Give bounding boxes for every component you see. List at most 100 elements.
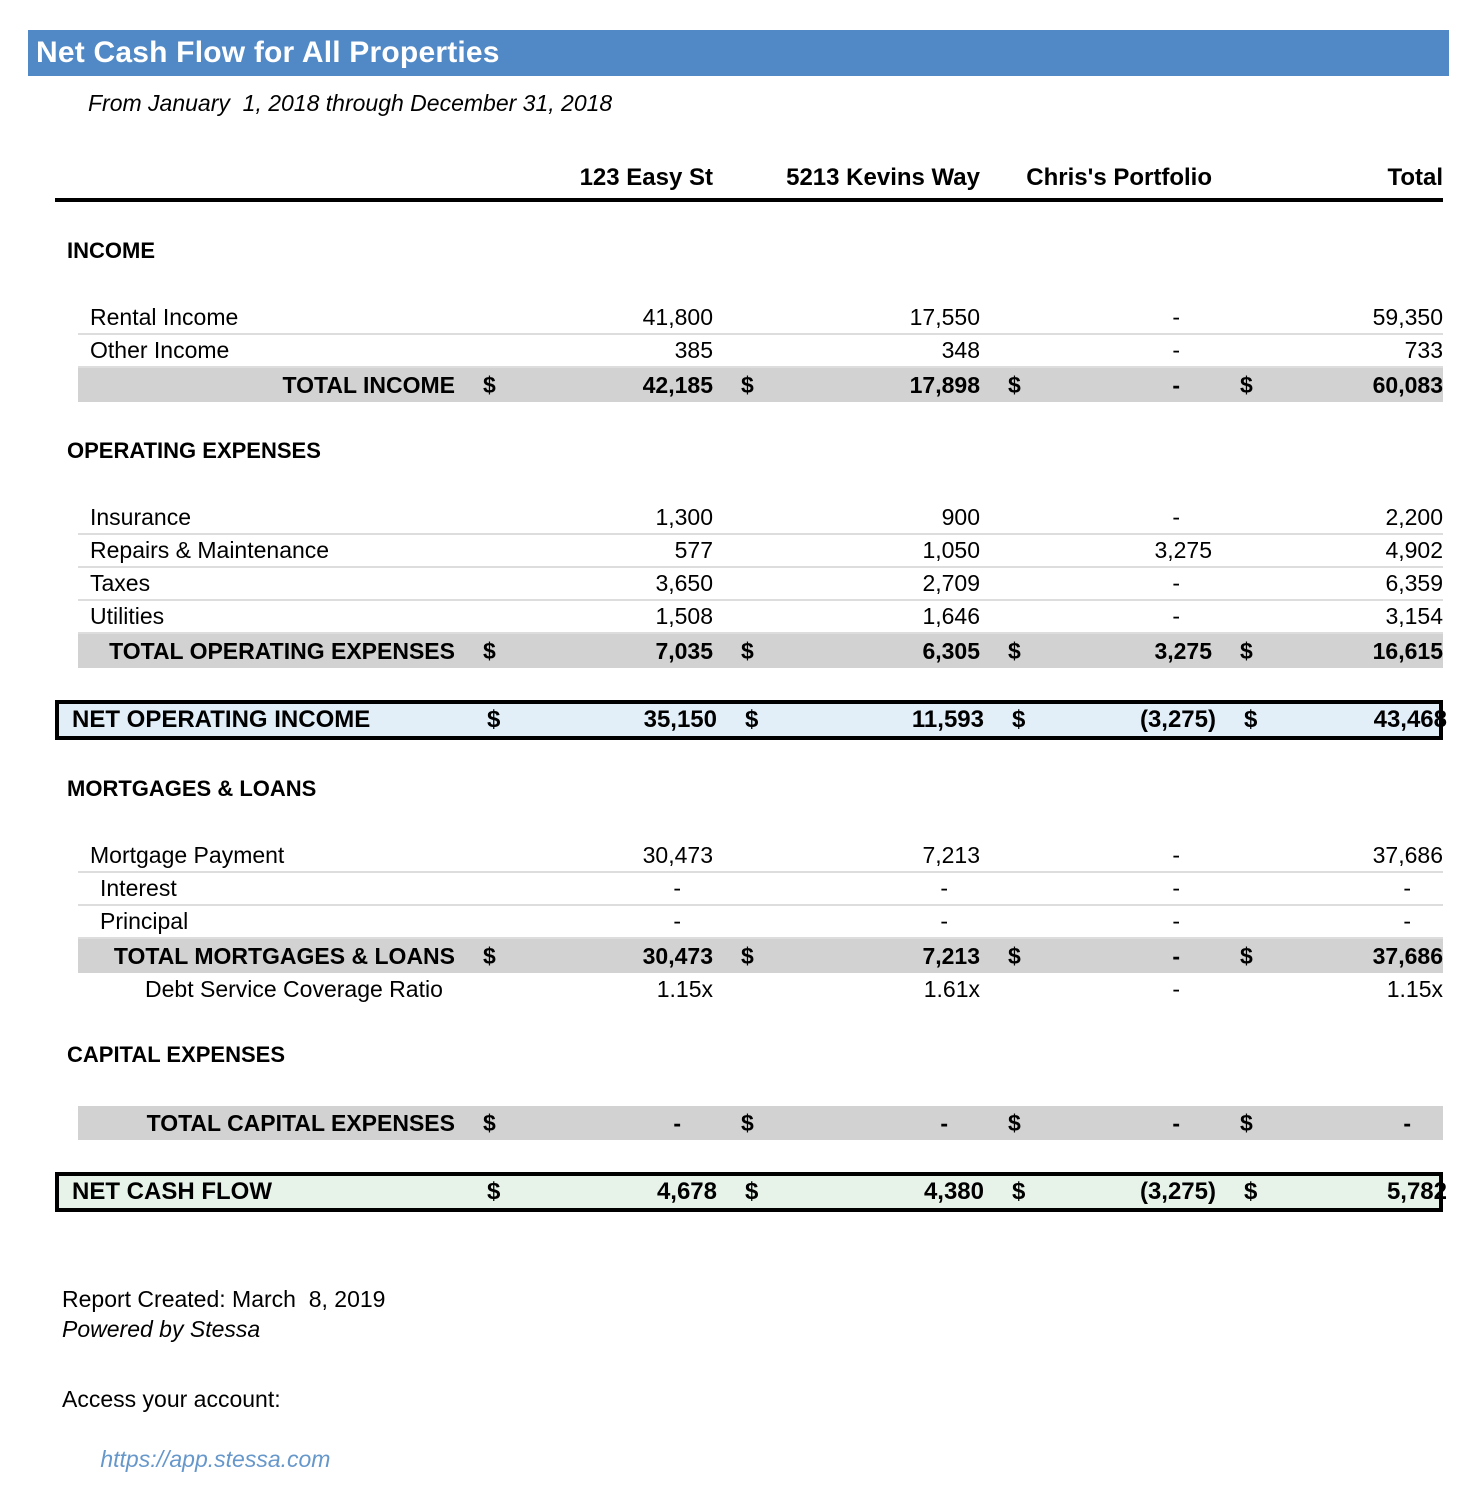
column-header: Chris's Portfolio — [1026, 164, 1212, 191]
table-header-row: 123 Easy St 5213 Kevins Way Chris's Portfo… — [55, 164, 1443, 202]
cell-value: - — [1172, 875, 1180, 901]
cell-value: - — [1172, 976, 1180, 1002]
cell-value: - — [1172, 842, 1180, 868]
currency-symbol: $ — [1240, 942, 1253, 969]
cell-value: 30,473 — [642, 842, 713, 868]
cell-value: - — [1172, 603, 1180, 629]
cell-value: - — [1172, 371, 1180, 398]
net-summary-row: NET OPERATING INCOME $35,150 $11,593 $ (3,27… — [55, 700, 1447, 740]
total-row: TOTAL CAPITAL EXPENSES $ - $ - $ - $ - — [78, 1106, 1443, 1140]
cell-value: - — [1403, 1109, 1411, 1136]
currency-symbol: $ — [1240, 637, 1253, 664]
currency-symbol: $ — [1244, 706, 1258, 733]
row-label: TOTAL INCOME — [282, 371, 456, 398]
row-label: Insurance — [90, 504, 192, 530]
section-heading: INCOME — [67, 238, 155, 263]
currency-symbol: $ — [1008, 371, 1021, 398]
table-row: Repairs & Maintenance 577 1,050 3,275 4,902 — [78, 535, 1443, 568]
table-row: Insurance 1,300 900 - 2,200 — [78, 502, 1443, 535]
powered-by-text: Powered by Stessa — [62, 1316, 261, 1342]
row-label: TOTAL OPERATING EXPENSES — [109, 637, 455, 664]
row-label: Utilities — [90, 603, 165, 629]
row-label: Rental Income — [90, 304, 239, 330]
currency-symbol: $ — [483, 942, 496, 969]
cell-value: 733 — [1404, 337, 1443, 363]
currency-symbol: $ — [1012, 706, 1026, 733]
cell-value: 3,154 — [1385, 603, 1443, 629]
cell-value: 1,050 — [922, 537, 980, 563]
cell-value: 16,615 — [1372, 637, 1443, 664]
cell-value: 35,150 — [643, 706, 717, 733]
cell-value: 6,305 — [922, 637, 980, 664]
cell-value: 59,350 — [1372, 304, 1443, 330]
section-heading: MORTGAGES & LOANS — [67, 776, 317, 801]
cell-value: - — [673, 908, 681, 934]
cell-value: 43,468 — [1373, 706, 1447, 733]
row-label: Taxes — [90, 570, 151, 596]
cell-value: - — [1172, 337, 1180, 363]
currency-symbol: $ — [741, 371, 754, 398]
cell-value: 4,678 — [656, 1178, 717, 1205]
column-header: 123 Easy St — [579, 164, 713, 191]
currency-symbol: $ — [741, 1109, 754, 1136]
cell-value: 385 — [674, 337, 713, 363]
cell-value: 7,213 — [922, 942, 980, 969]
cell-value: - — [940, 908, 948, 934]
currency-symbol: $ — [487, 1178, 501, 1205]
report-footer: Report Created: March 8, 2019 Powered by… — [62, 1284, 1474, 1472]
currency-symbol: $ — [483, 1109, 496, 1136]
table-row: Rental Income 41,800 17,550 - 59,350 — [78, 302, 1443, 335]
cell-value: 41,800 — [642, 304, 713, 330]
cell-value: - — [673, 1109, 681, 1136]
cell-value: 3,275 — [1154, 537, 1212, 563]
cell-value: 1.15x — [656, 976, 713, 1002]
stessa-account-link[interactable]: https://app.stessa.com — [100, 1446, 331, 1472]
table-row: Utilities 1,508 1,646 - 3,154 — [78, 601, 1443, 634]
cell-value: - — [1403, 875, 1411, 901]
cell-value: 7,213 — [922, 842, 980, 868]
row-label: Other Income — [90, 337, 230, 363]
report-title-bar: Net Cash Flow for All Properties — [28, 30, 1449, 76]
cell-value: 1.61x — [923, 976, 980, 1002]
cell-value: 1.15x — [1386, 976, 1443, 1002]
cell-value: 2,709 — [922, 570, 980, 596]
cell-value: 900 — [941, 504, 980, 530]
table-row: Mortgage Payment 30,473 7,213 - 37,686 — [78, 840, 1443, 873]
currency-symbol: $ — [1012, 1178, 1026, 1205]
cell-value: 17,550 — [909, 304, 980, 330]
cell-value: - — [1172, 304, 1180, 330]
row-label: Mortgage Payment — [90, 842, 285, 868]
cell-value: - — [940, 875, 948, 901]
cell-value: 348 — [941, 337, 980, 363]
access-account-label: Access your account: — [62, 1386, 281, 1412]
cell-value: 1,508 — [655, 603, 713, 629]
cell-value: 37,686 — [1372, 842, 1443, 868]
cell-value: (3,275) — [1139, 706, 1216, 733]
total-row: TOTAL MORTGAGES & LOANS $30,473 $7,213 $ - $3… — [78, 939, 1443, 973]
page-title: Net Cash Flow for All Properties — [36, 36, 500, 69]
table-row: Other Income 385 348 - 733 — [78, 335, 1443, 368]
ratio-row: Debt Service Coverage Ratio 1.15x 1.61x - 1.… — [78, 973, 1443, 1006]
row-label: Repairs & Maintenance — [90, 537, 330, 563]
cell-value: 1,300 — [655, 504, 713, 530]
row-label: TOTAL CAPITAL EXPENSES — [146, 1109, 455, 1136]
row-label: Debt Service Coverage Ratio — [145, 976, 443, 1002]
currency-symbol: $ — [1240, 371, 1253, 398]
cell-value: 6,359 — [1385, 570, 1443, 596]
cell-value: 30,473 — [642, 942, 713, 969]
currency-symbol: $ — [1244, 1178, 1258, 1205]
row-label: Interest — [100, 875, 177, 901]
cell-value: 60,083 — [1372, 371, 1443, 398]
cell-value: - — [1172, 908, 1180, 934]
cell-value: 17,898 — [909, 371, 980, 398]
row-label: Principal — [100, 908, 189, 934]
total-row: TOTAL INCOME $42,185 $17,898 $ - $60,083 — [78, 368, 1443, 402]
report-table: 123 Easy St 5213 Kevins Way Chris's Portfo… — [55, 164, 1447, 1212]
cell-value: 11,593 — [911, 706, 984, 733]
currency-symbol: $ — [745, 706, 759, 733]
currency-symbol: $ — [1008, 1109, 1021, 1136]
cell-value: 3,650 — [655, 570, 713, 596]
cell-value: 4,902 — [1385, 537, 1443, 563]
table-row: Principal - - - - — [78, 906, 1443, 939]
currency-symbol: $ — [745, 1178, 759, 1205]
